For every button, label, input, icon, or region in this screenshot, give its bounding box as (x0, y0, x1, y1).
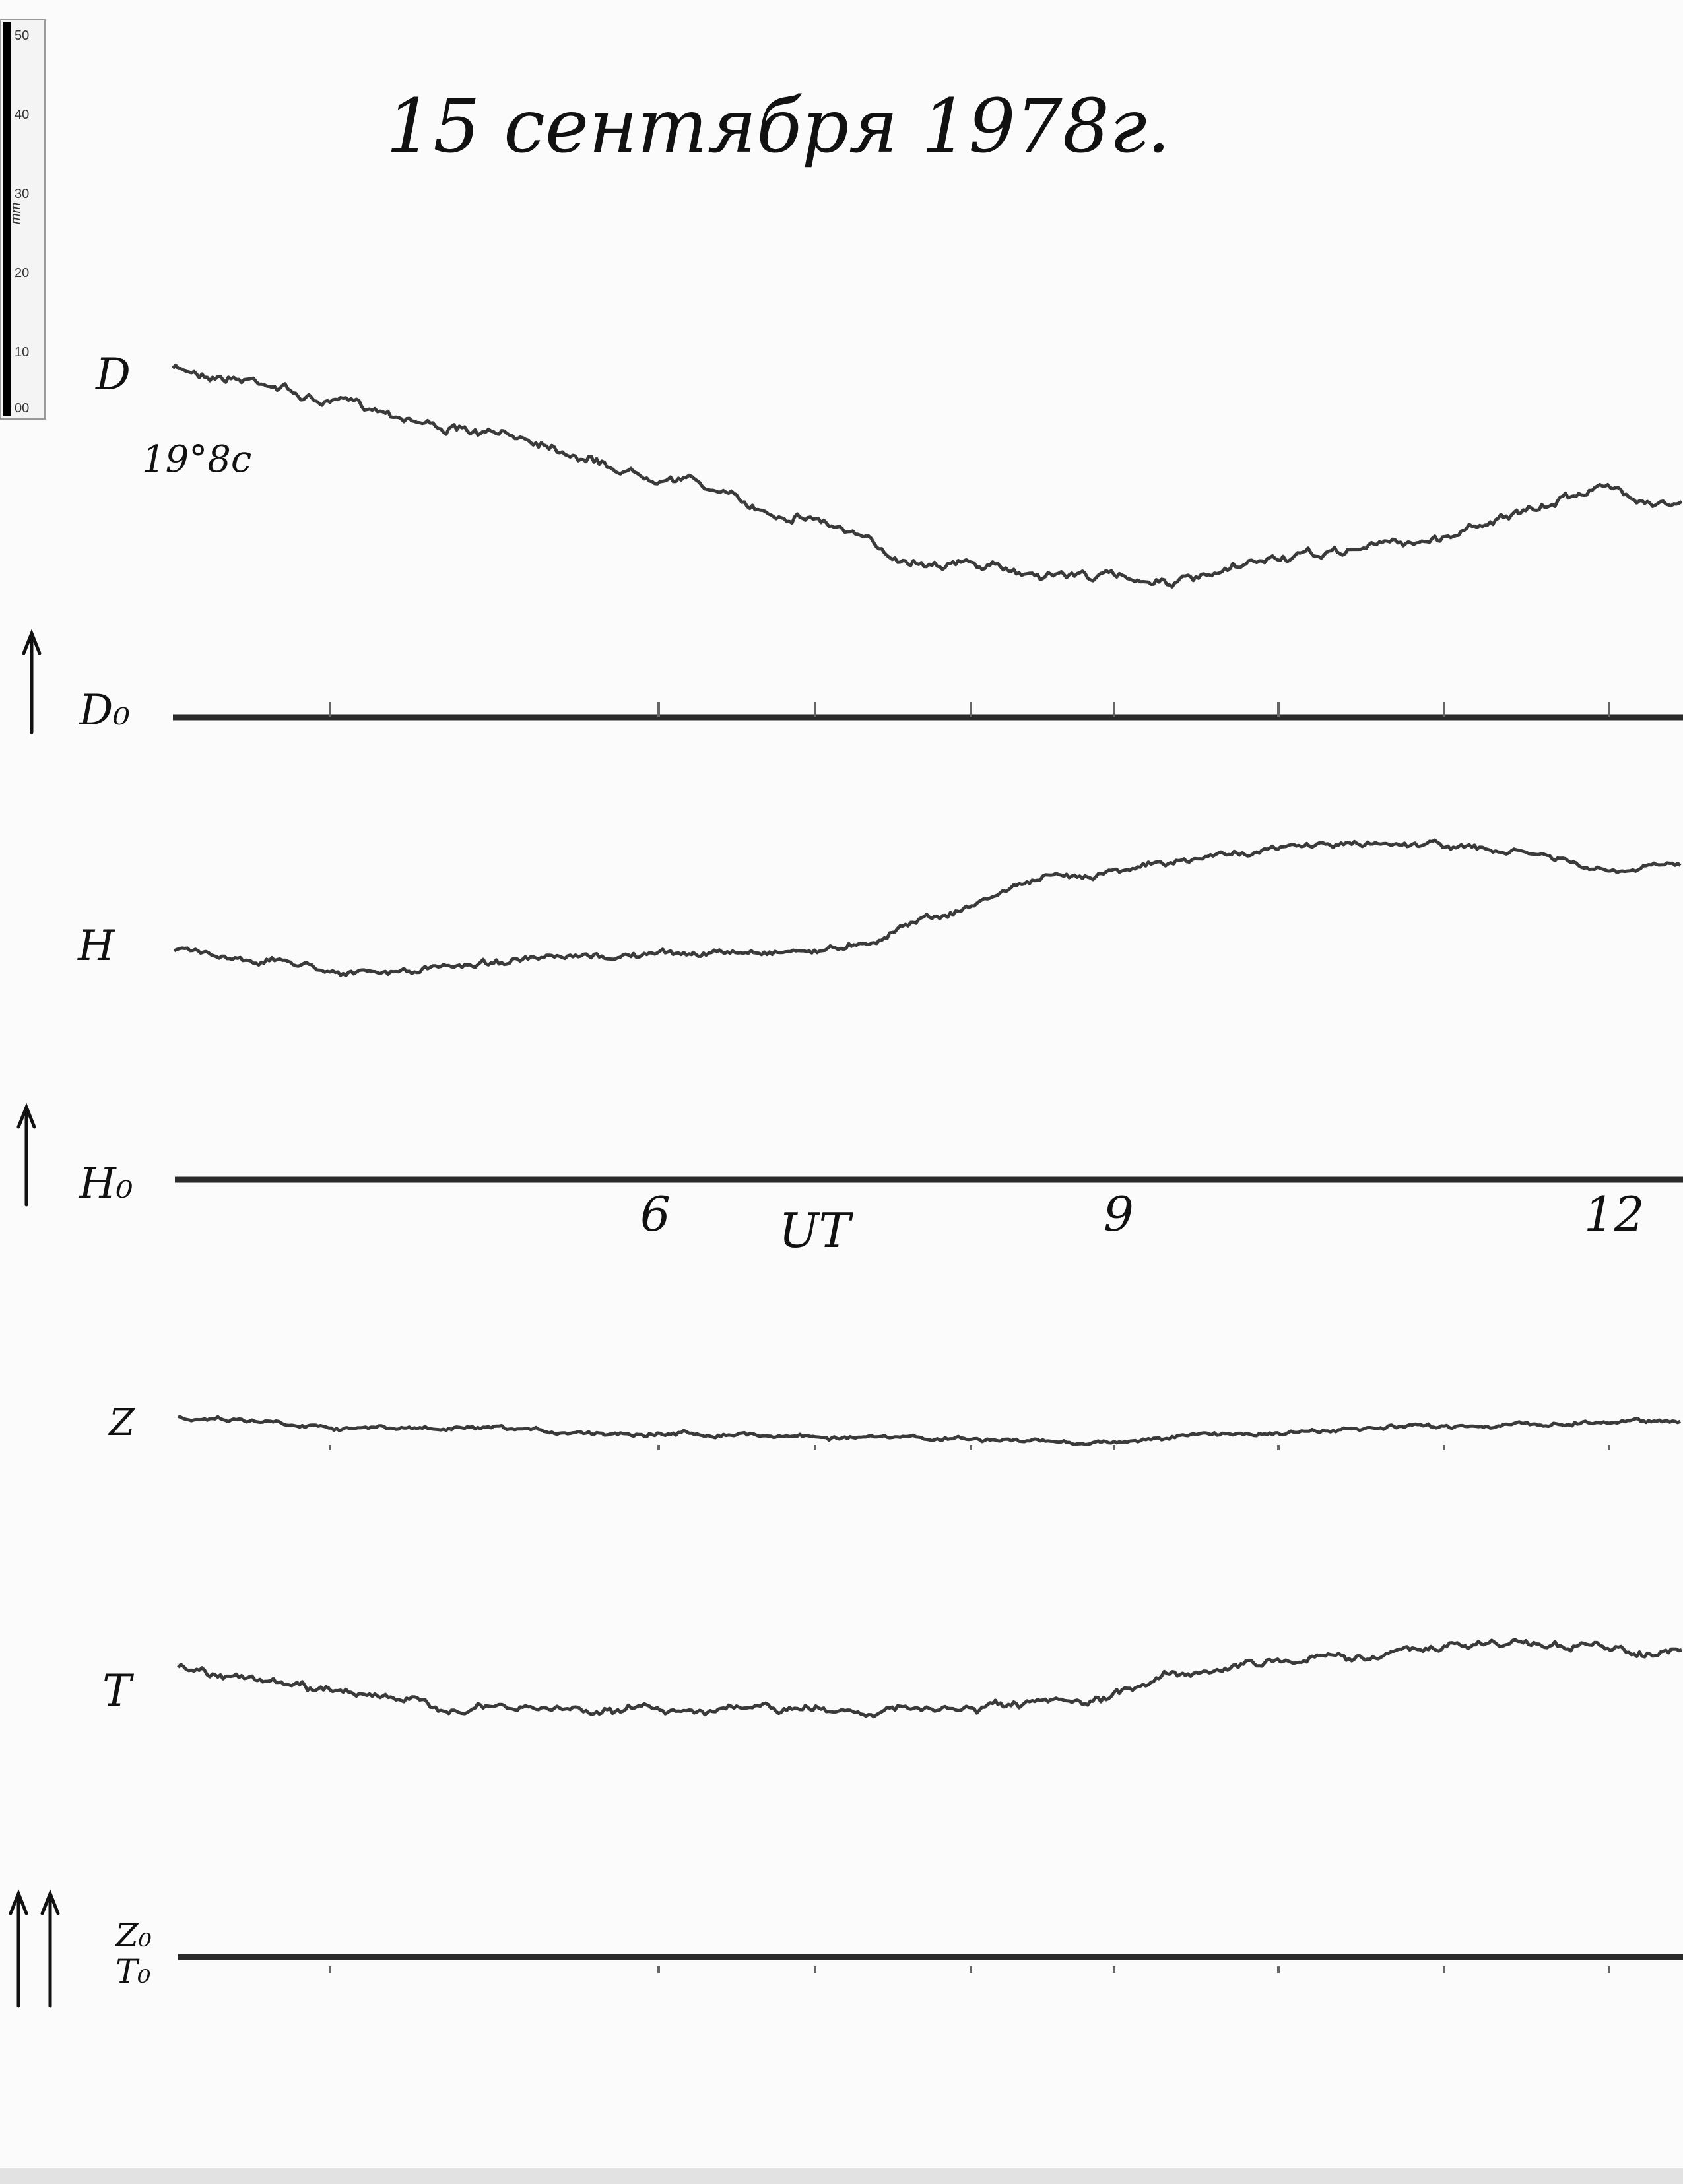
scale-label: 30 (15, 187, 29, 201)
scale-label: 20 (15, 266, 29, 280)
scale-label: 00 (15, 401, 29, 416)
paper-edge (0, 2168, 1683, 2184)
time-label: 9 (1104, 1186, 1134, 1242)
time-unit: UT (779, 1203, 854, 1258)
time-label: 6 (640, 1186, 671, 1242)
baseline-label: H₀ (79, 1159, 133, 1208)
scale-label: 50 (15, 28, 29, 43)
arrow (40, 1889, 60, 2008)
trace-label: T (102, 1665, 135, 1716)
arrow (22, 629, 42, 734)
scale-label: 40 (15, 108, 29, 122)
traces (172, 363, 1683, 1973)
trace-note: 19°8c (142, 438, 251, 481)
baseline-label: D₀ (79, 686, 130, 735)
trace-label: H (77, 922, 116, 971)
arrow (16, 1103, 36, 1207)
scale-label: 10 (15, 345, 29, 360)
baseline-label: Z₀ (114, 1916, 152, 1954)
title: 15 сентября 1978г. (386, 84, 1170, 170)
baseline-label: T₀ (116, 1952, 150, 1991)
trace-label: Z (108, 1401, 135, 1444)
ruler-bar (3, 22, 11, 416)
trace-line (172, 363, 1683, 589)
trace-label: D (95, 349, 131, 400)
trace-line (173, 838, 1682, 977)
scale-ruler: 50 40 30 mm 20 10 00 (0, 19, 46, 420)
trace-line (177, 1638, 1682, 1719)
scale-unit: mm (9, 203, 23, 224)
arrow (9, 1889, 28, 2008)
trace-line (178, 1415, 1682, 1446)
time-label: 12 (1584, 1186, 1645, 1242)
